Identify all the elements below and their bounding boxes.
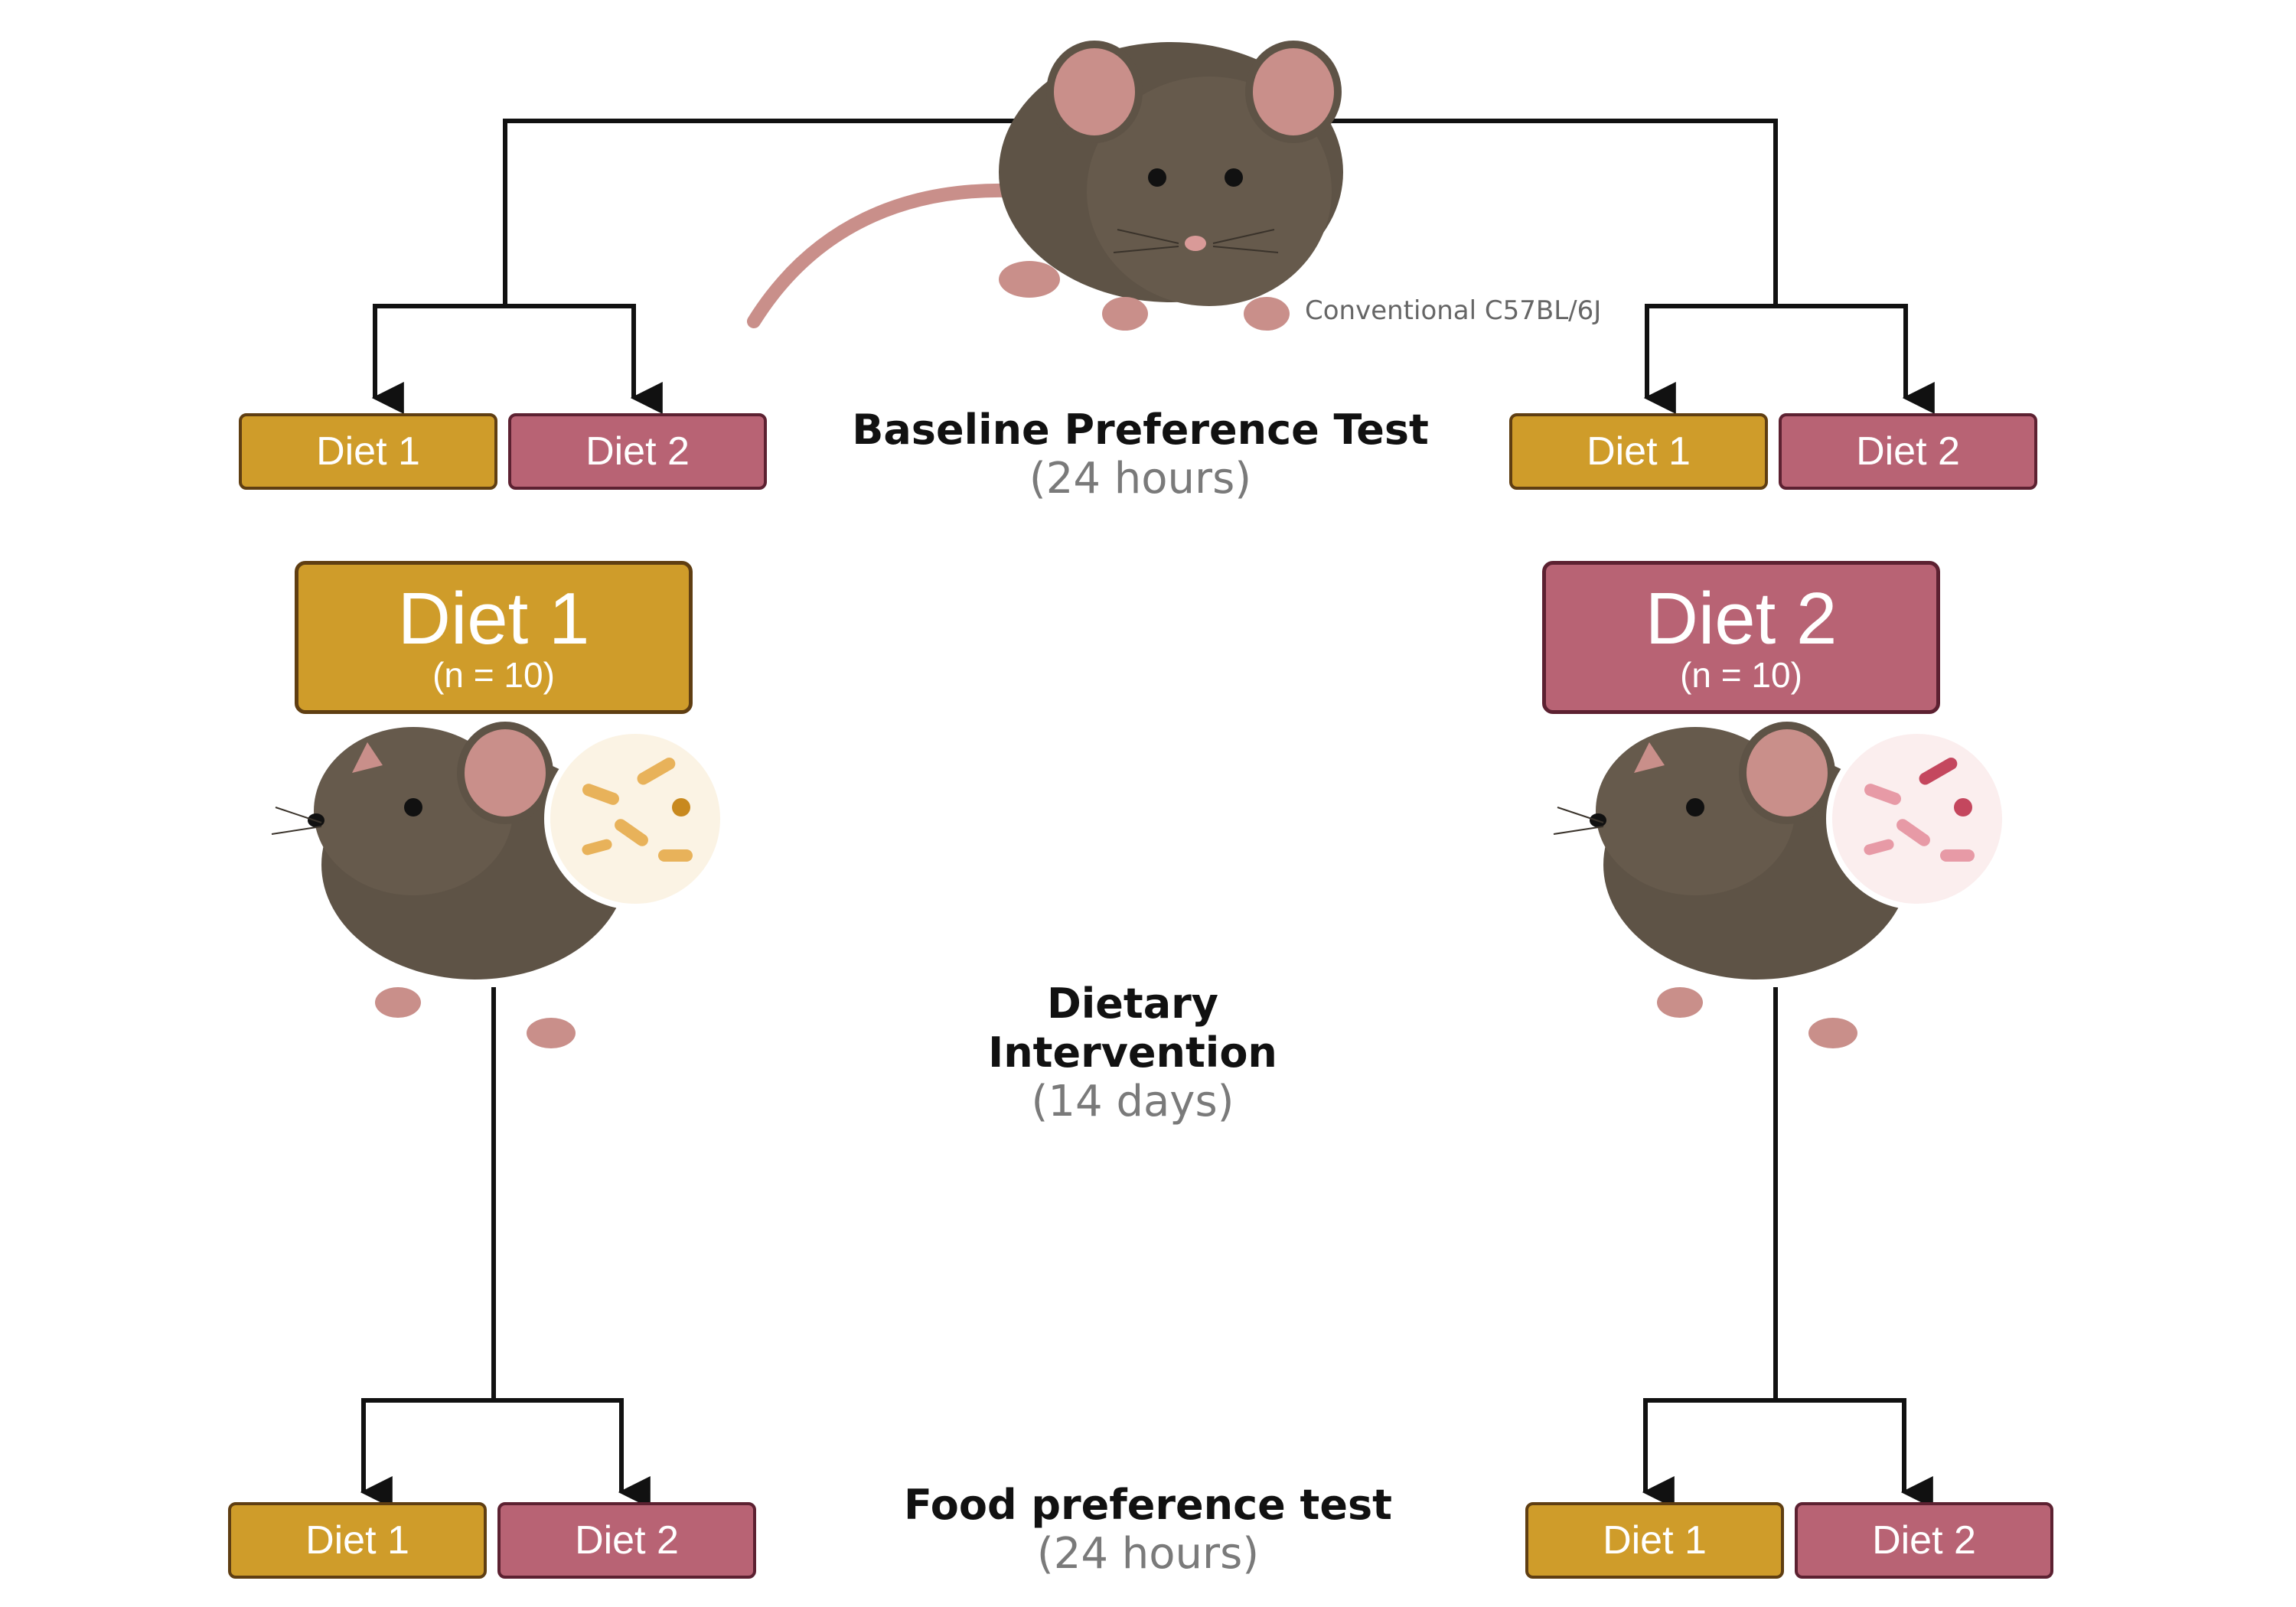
- group-diet2-n: (n = 10): [1680, 655, 1802, 695]
- baseline-right-diet2-box: Diet 2: [1779, 413, 2037, 490]
- final-right-diet2-box: Diet 2: [1795, 1502, 2053, 1579]
- mouse-top-view-icon: [747, 41, 1343, 331]
- baseline-left-diet2-box: Diet 2: [508, 413, 767, 490]
- gut-bacteria-magnifier-right-icon: [1826, 728, 2008, 910]
- intervention-title-line1: Dietary: [1046, 980, 1219, 1028]
- group-diet1-n: (n = 10): [432, 655, 555, 695]
- baseline-right-diet1-box: Diet 1: [1509, 413, 1768, 490]
- strain-label: Conventional C57BL/6J: [1305, 295, 1602, 326]
- mouse-side-view-icon-left: [271, 722, 726, 1048]
- group-diet2-label: Diet 2: [1645, 578, 1838, 660]
- left-final-split: [360, 1398, 651, 1508]
- final-title: Food preference test: [904, 1481, 1392, 1529]
- mouse-side-view-icon-right: [1553, 722, 2008, 1048]
- baseline-stage-label: Baseline Preference Test (24 hours): [850, 406, 1431, 504]
- right-baseline-split: [1643, 304, 1935, 414]
- gut-bacteria-magnifier-left-icon: [544, 728, 726, 910]
- intervention-duration: (14 days): [1031, 1077, 1234, 1126]
- group-diet1-box: Diet 1 (n = 10): [295, 561, 693, 714]
- final-right-diet1-box: Diet 1: [1525, 1502, 1784, 1579]
- left-baseline-split: [371, 304, 663, 414]
- group-diet1-label: Diet 1: [397, 578, 590, 660]
- right-final-split: [1642, 1398, 1933, 1508]
- final-duration: (24 hours): [1036, 1529, 1260, 1579]
- intervention-stage-label: Dietary Intervention (14 days): [903, 980, 1362, 1126]
- baseline-duration: (24 hours): [1029, 454, 1252, 504]
- final-left-diet2-box: Diet 2: [497, 1502, 756, 1579]
- baseline-left-diet1-box: Diet 1: [239, 413, 497, 490]
- final-stage-label: Food preference test (24 hours): [850, 1481, 1446, 1579]
- intervention-title-line2: Intervention: [988, 1028, 1277, 1077]
- baseline-title: Baseline Preference Test: [852, 406, 1429, 454]
- final-left-diet1-box: Diet 1: [228, 1502, 487, 1579]
- group-diet2-box: Diet 2 (n = 10): [1542, 561, 1940, 714]
